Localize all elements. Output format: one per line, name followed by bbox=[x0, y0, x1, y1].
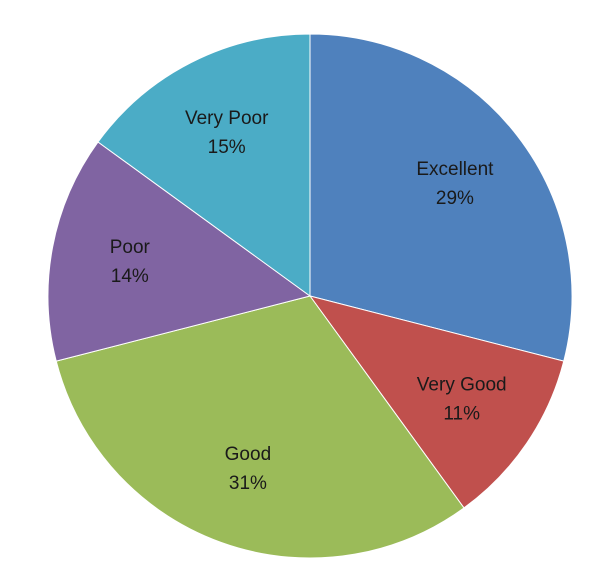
slice-label-value-very-poor: 15% bbox=[208, 137, 246, 158]
slice-label-name-good: Good bbox=[225, 444, 271, 465]
pie-slice-good bbox=[55, 295, 465, 559]
slice-label-value-excellent: 29% bbox=[436, 188, 474, 209]
slice-label-value-good: 31% bbox=[229, 473, 267, 494]
slice-label-name-very-good: Very Good bbox=[417, 375, 507, 396]
slice-label-value-very-good: 11% bbox=[443, 404, 480, 425]
pie-slice-excellent bbox=[309, 33, 573, 362]
pie-slice-very-good bbox=[308, 295, 565, 509]
slice-label-name-poor: Poor bbox=[110, 237, 151, 258]
pie-slice-very-poor bbox=[97, 33, 311, 297]
slice-label-name-very-poor: Very Poor bbox=[185, 108, 269, 129]
pie-slice-poor bbox=[47, 141, 312, 362]
labels-layer: Excellent 29% Very Good 11% Good 31% Poor 14% Ve… bbox=[110, 108, 507, 494]
slice-label-value-poor: 14% bbox=[111, 266, 149, 287]
slices-layer bbox=[47, 33, 573, 559]
slice-label-name-excellent: Excellent bbox=[416, 159, 494, 180]
